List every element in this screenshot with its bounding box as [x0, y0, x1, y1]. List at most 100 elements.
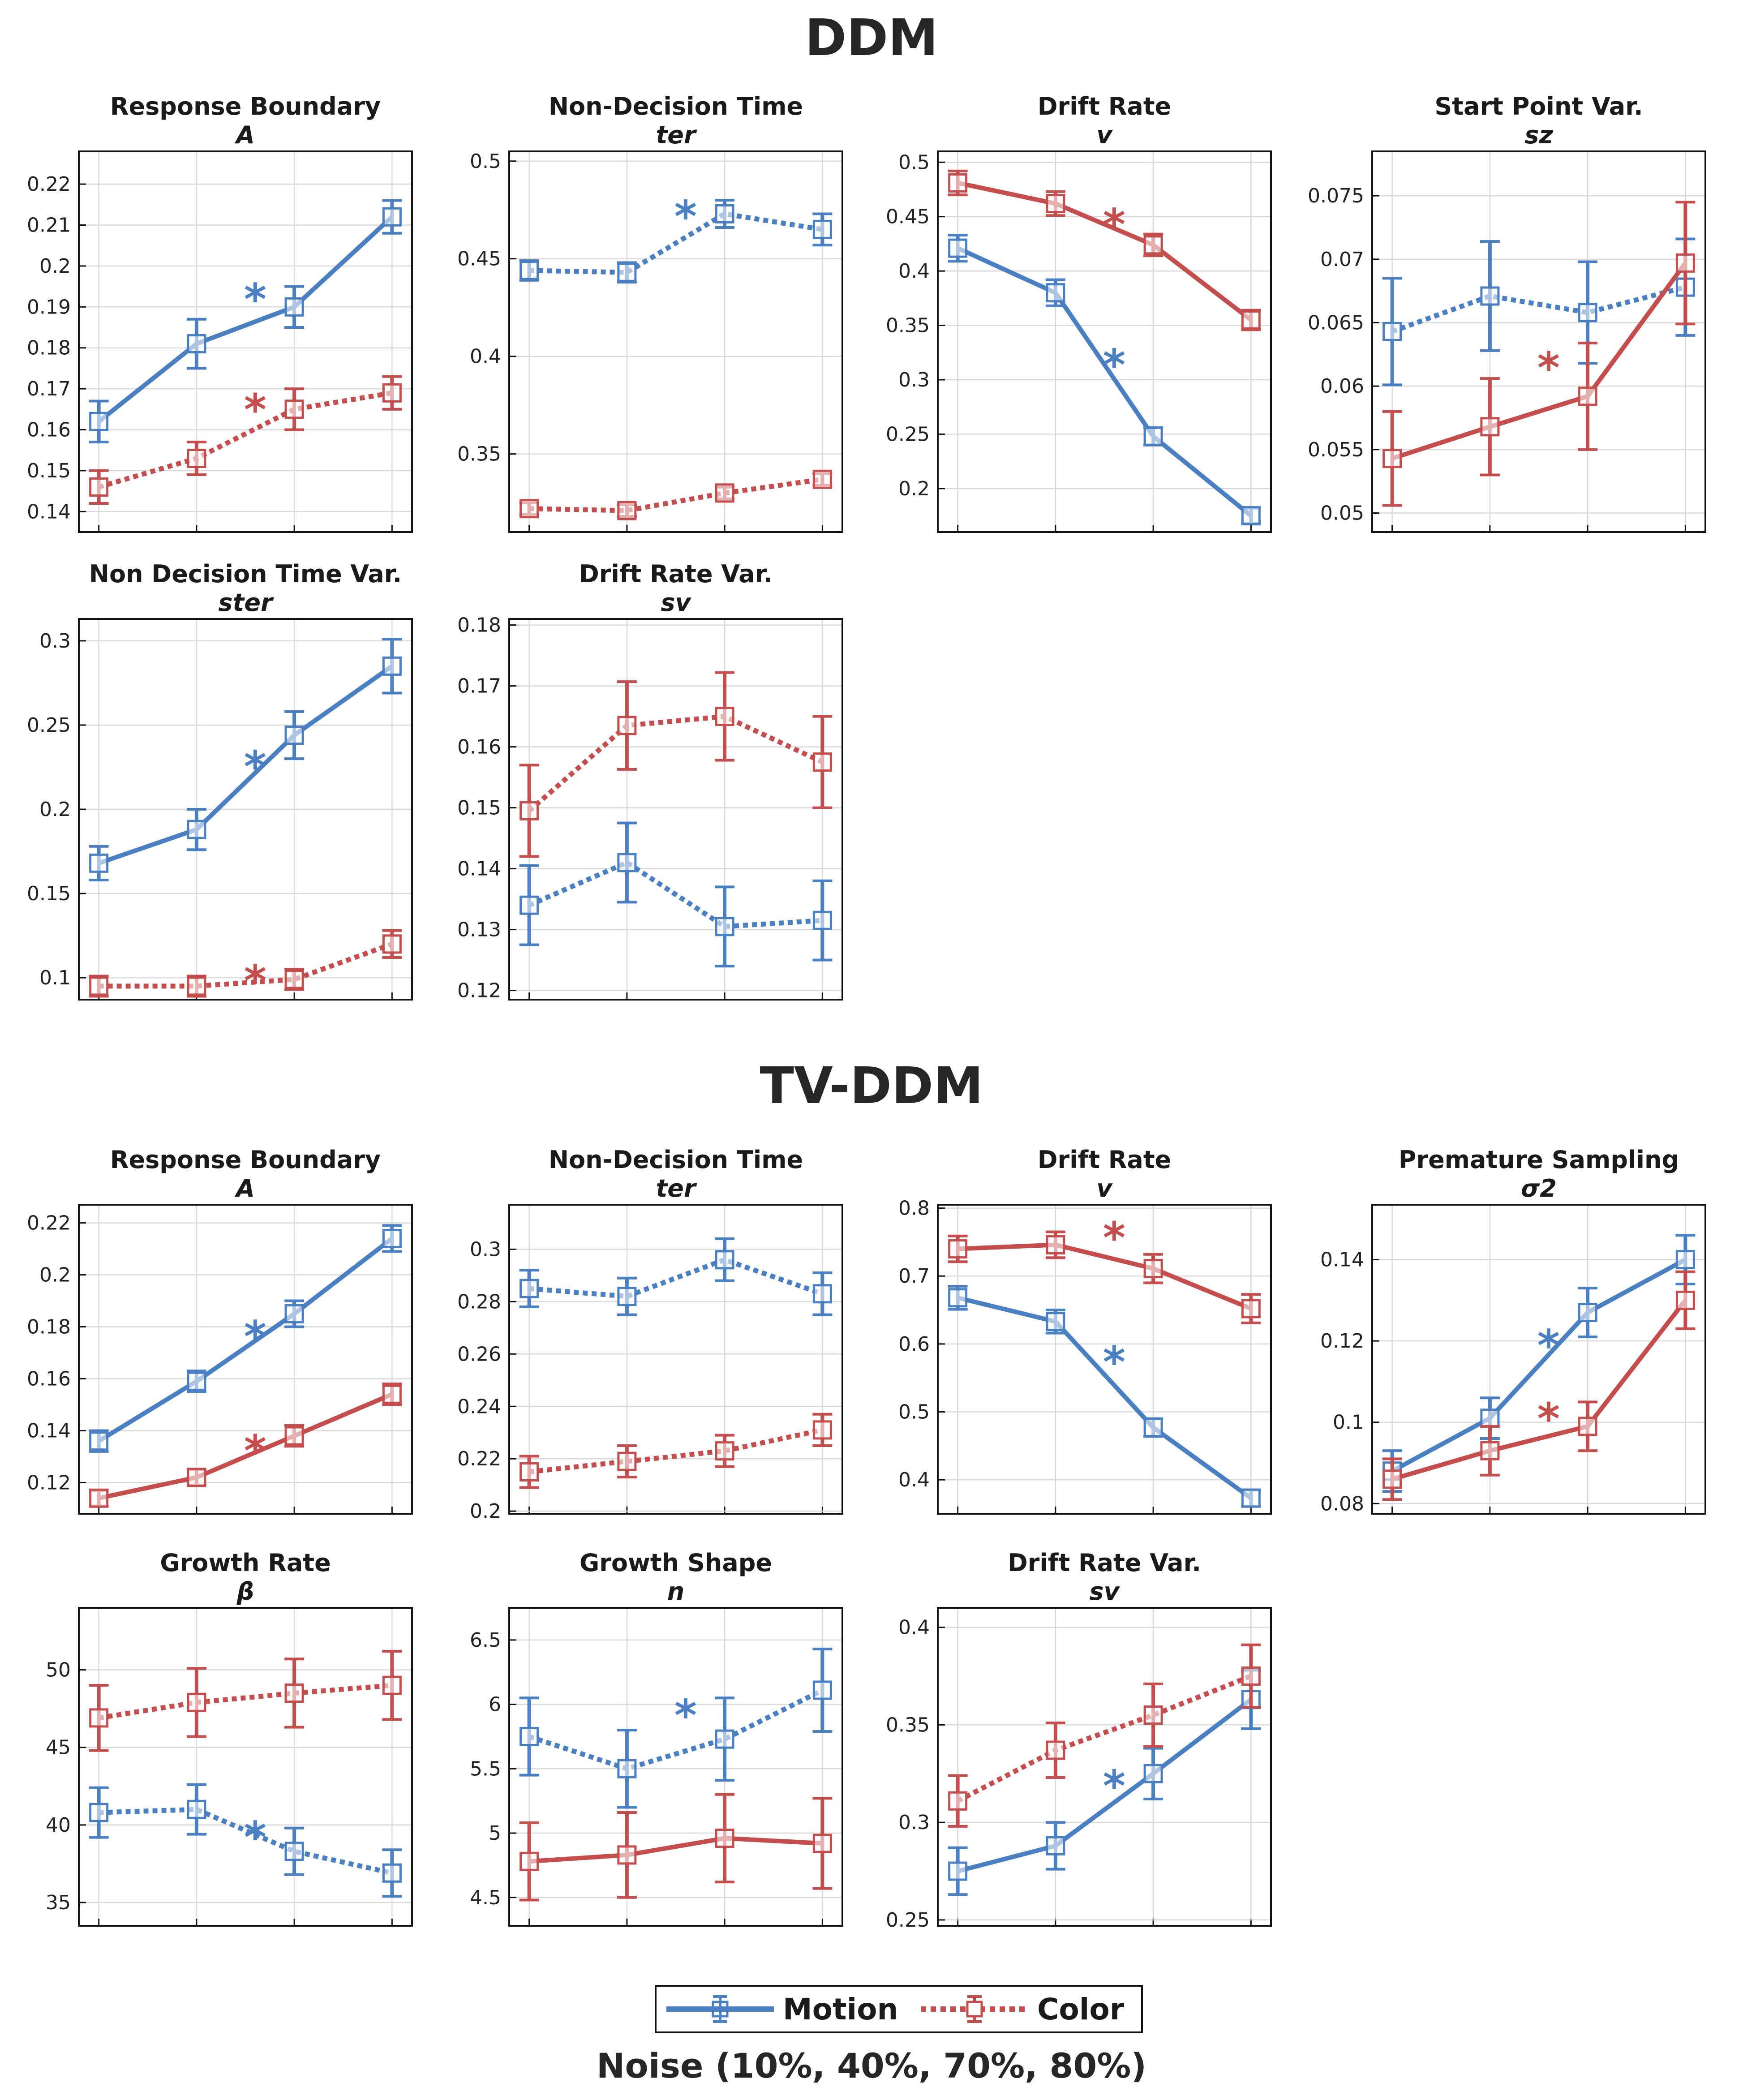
series-line-color	[957, 1674, 1252, 1804]
data-point	[715, 1441, 734, 1461]
data-point	[1578, 303, 1597, 322]
significance-marker: *	[1103, 1337, 1125, 1387]
series-line-motion	[98, 664, 394, 866]
data-point	[1241, 1299, 1261, 1318]
data-point	[617, 262, 637, 282]
y-tick-label: 0.17	[27, 378, 71, 400]
data-point	[812, 219, 832, 239]
plot-frame	[937, 150, 1272, 533]
data-point	[617, 1287, 637, 1306]
chart-subtitle: ter	[656, 1174, 697, 1202]
data-point	[382, 1384, 402, 1404]
legend: Motion Color	[655, 1985, 1143, 2033]
plot-frame	[1371, 150, 1706, 533]
chart-subtitle: β	[236, 1577, 254, 1606]
y-tick-label: 6.5	[470, 1629, 501, 1652]
chart-title: Start Point Var.	[1434, 92, 1643, 120]
y-tick-label: 0.35	[886, 314, 930, 337]
data-point	[89, 976, 109, 996]
data-point	[284, 1304, 304, 1324]
y-tick-label: 0.8	[898, 1197, 930, 1220]
plot-frame	[937, 1607, 1272, 1927]
series-line-motion	[528, 1688, 824, 1772]
series-line-motion	[529, 211, 823, 275]
data-point	[1046, 1836, 1065, 1855]
series-line-motion	[957, 246, 1253, 518]
significance-marker: *	[1103, 1213, 1125, 1263]
data-point	[715, 204, 734, 223]
chart-svg: Start Point Var.sz 0.05 0.055 0.06 0.065 0.07…	[1308, 92, 1706, 533]
series-line-color	[1391, 1299, 1687, 1482]
data-point	[1675, 1250, 1695, 1270]
significance-marker: *	[244, 1426, 266, 1476]
y-tick-label: 0.15	[27, 460, 71, 482]
data-point	[519, 1462, 539, 1482]
y-tick-label: 0.6	[898, 1333, 930, 1356]
plot-frame	[78, 618, 413, 1001]
y-tick-label: 0.2	[39, 1264, 71, 1287]
chart-subtitle: v	[1096, 121, 1113, 149]
series-line-color	[529, 1427, 823, 1474]
data-point	[617, 1759, 637, 1778]
data-point	[1241, 1488, 1261, 1508]
significance-marker: *	[244, 275, 266, 325]
data-point	[519, 499, 539, 519]
data-point	[519, 801, 539, 820]
series-line-motion	[957, 1697, 1253, 1873]
plot-frame	[78, 1607, 413, 1927]
y-tick-label: 0.18	[457, 614, 501, 637]
data-point	[519, 1851, 539, 1871]
plot-frame	[508, 150, 843, 533]
data-point	[1143, 1764, 1163, 1783]
chart-panel: Non-Decision Time ter 0.35 0.4 0.45 0.5 *	[420, 89, 856, 541]
data-point	[187, 1692, 206, 1712]
plot-frame	[78, 150, 413, 533]
data-point	[948, 1791, 968, 1811]
data-point	[715, 1729, 734, 1749]
data-point	[812, 752, 832, 772]
data-point	[715, 483, 734, 503]
chart-panel: Drift Rate Var. sv 0.25 0.3 0.35 0.4 *	[848, 1545, 1284, 1935]
data-point	[187, 976, 206, 996]
y-tick-label: 0.3	[39, 630, 71, 653]
data-point	[519, 895, 539, 915]
data-point	[715, 707, 734, 726]
significance-marker: *	[1103, 340, 1125, 390]
series-line-motion	[98, 1237, 394, 1443]
y-tick-label: 0.3	[898, 369, 930, 391]
legend-motion-label: Motion	[783, 1992, 898, 2027]
data-point	[1480, 1441, 1500, 1460]
significance-marker: *	[244, 1812, 266, 1863]
series-line-color	[957, 180, 1253, 322]
data-point	[89, 1803, 109, 1822]
data-point	[1143, 1259, 1163, 1279]
legend-color-marker	[966, 2001, 983, 2018]
data-point	[812, 469, 832, 489]
data-point	[1046, 194, 1065, 214]
series-line-motion	[529, 1257, 824, 1299]
chart-subtitle: sv	[661, 588, 691, 617]
chart-subtitle: A	[234, 1174, 255, 1202]
chart-subtitle: v	[1096, 1174, 1113, 1202]
chart-subtitle: n	[667, 1577, 684, 1606]
data-point	[1578, 387, 1597, 406]
data-point	[1046, 283, 1065, 303]
data-point	[812, 1680, 832, 1700]
significance-marker: *	[674, 1691, 697, 1741]
data-point	[1675, 253, 1695, 273]
chart-panel: Drift Rate v 0.4 0.5 0.6 0.7 0.8 * *	[848, 1142, 1284, 1523]
significance-marker: *	[1537, 343, 1560, 393]
significance-marker: *	[674, 192, 697, 242]
chart-panel: Non-Decision Time ter 0.2 0.22 0.24 0.26 0.28 0…	[420, 1142, 856, 1523]
data-point	[1480, 286, 1500, 306]
data-point	[1143, 1705, 1163, 1725]
data-point	[284, 297, 304, 317]
y-tick-label: 0.2	[470, 1500, 501, 1523]
data-point	[1480, 417, 1500, 437]
chart-subtitle: ter	[656, 121, 697, 149]
chart-title: Response Boundary	[110, 1146, 381, 1174]
data-point	[715, 1250, 734, 1270]
chart-svg: Drift Rate Var.sv 0.12 0.13 0.14 0.15 0.16 0.1…	[457, 560, 843, 1002]
chart-panel: Growth Rate β 35 40 45 50 *	[0, 1545, 425, 1935]
